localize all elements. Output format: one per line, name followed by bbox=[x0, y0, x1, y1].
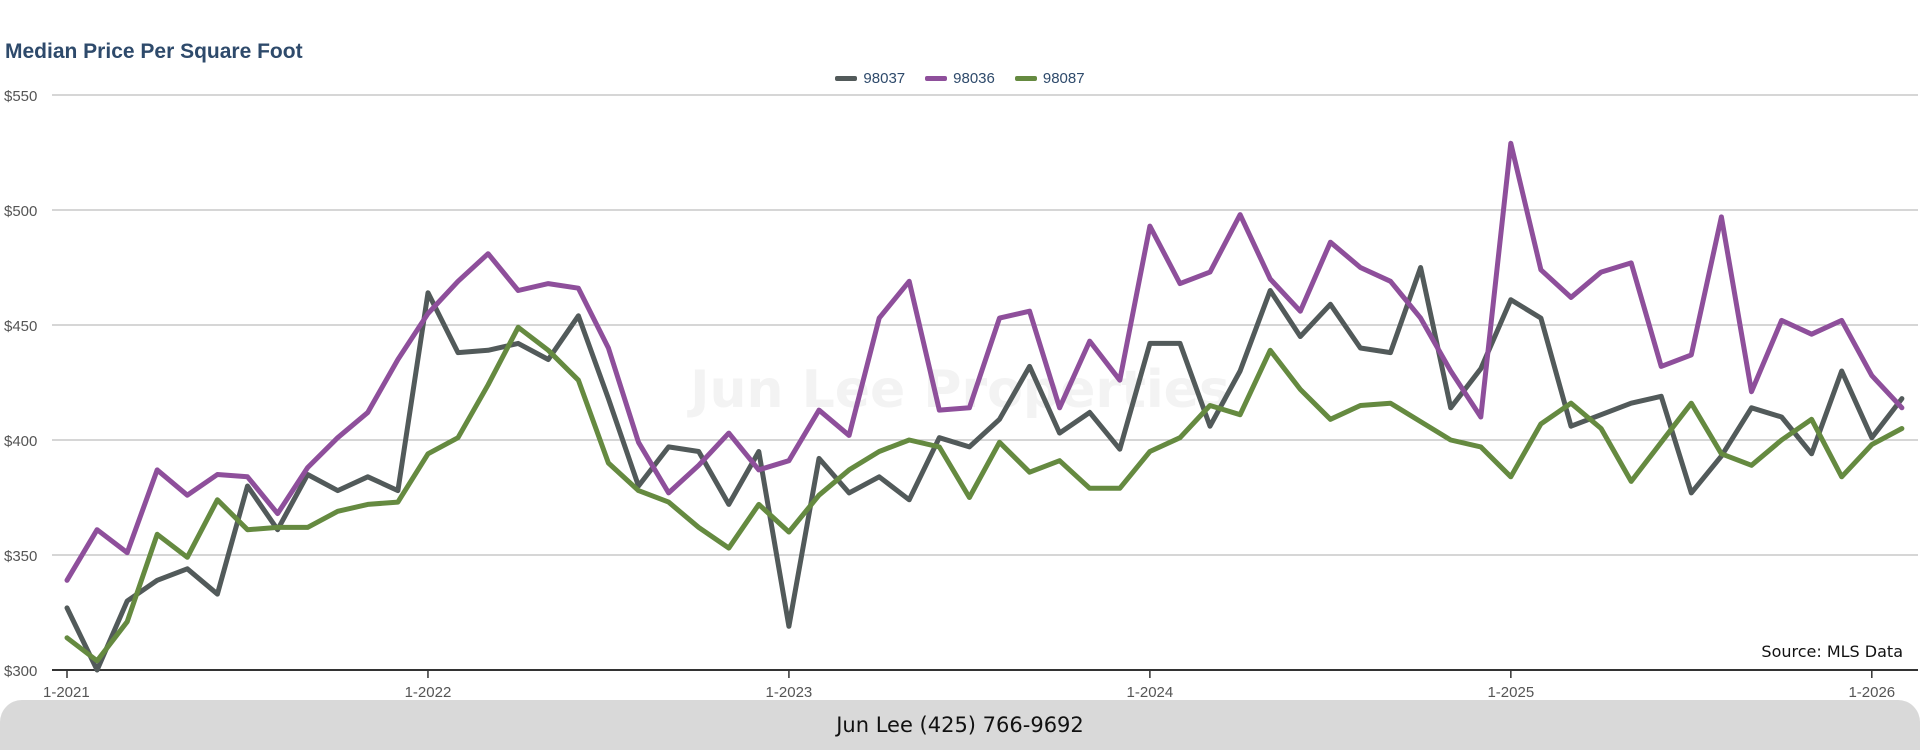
series-line-98036 bbox=[64, 140, 1905, 583]
x-tick-label-2023-01: 1-2023 bbox=[766, 684, 813, 700]
x-tick-label-2025-01: 1-2025 bbox=[1487, 684, 1534, 700]
legend-label-0: 98037 bbox=[863, 70, 906, 87]
legend-label-1: 98036 bbox=[953, 70, 995, 87]
y-tick-label-550: $550 bbox=[4, 88, 37, 105]
legend-label-2: 98087 bbox=[1042, 70, 1085, 87]
y-tick-label-300: $300 bbox=[4, 663, 37, 680]
legend-swatch-0 bbox=[835, 76, 858, 81]
x-tick-label-2026-01: 1-2026 bbox=[1848, 684, 1895, 700]
legend-item-series-1[interactable]: 98036 bbox=[925, 70, 995, 87]
series-line-98037 bbox=[64, 265, 1905, 673]
footer-contact: Jun Lee (425) 766-9692 bbox=[836, 713, 1084, 737]
footer-bar: Jun Lee (425) 766-9692 bbox=[0, 700, 1920, 750]
chart-title: Median Price Per Square Foot bbox=[5, 40, 303, 63]
chart-legend: 98037 98036 98087 bbox=[0, 70, 1920, 87]
source-note: Source: MLS Data bbox=[1761, 642, 1903, 661]
series-line-98087 bbox=[64, 324, 1905, 664]
y-tick-label-400: $400 bbox=[4, 433, 37, 450]
legend-item-series-2[interactable]: 98087 bbox=[1014, 70, 1085, 87]
legend-item-series-0[interactable]: 98037 bbox=[835, 70, 905, 87]
y-tick-label-450: $450 bbox=[4, 318, 37, 335]
legend-swatch-1 bbox=[925, 76, 948, 81]
x-tick-label-2024-01: 1-2024 bbox=[1127, 684, 1174, 700]
x-tick-label-2021-01: 1-2021 bbox=[43, 684, 90, 700]
line-chart: $300 $350 $400 $450 $500 $550 1-2021 1-2022 1-20… bbox=[4, 88, 1918, 700]
y-tick-label-500: $500 bbox=[4, 203, 37, 220]
y-tick-label-350: $350 bbox=[4, 548, 37, 565]
legend-swatch-2 bbox=[1014, 76, 1037, 81]
x-tick-label-2022-01: 1-2022 bbox=[405, 684, 452, 700]
